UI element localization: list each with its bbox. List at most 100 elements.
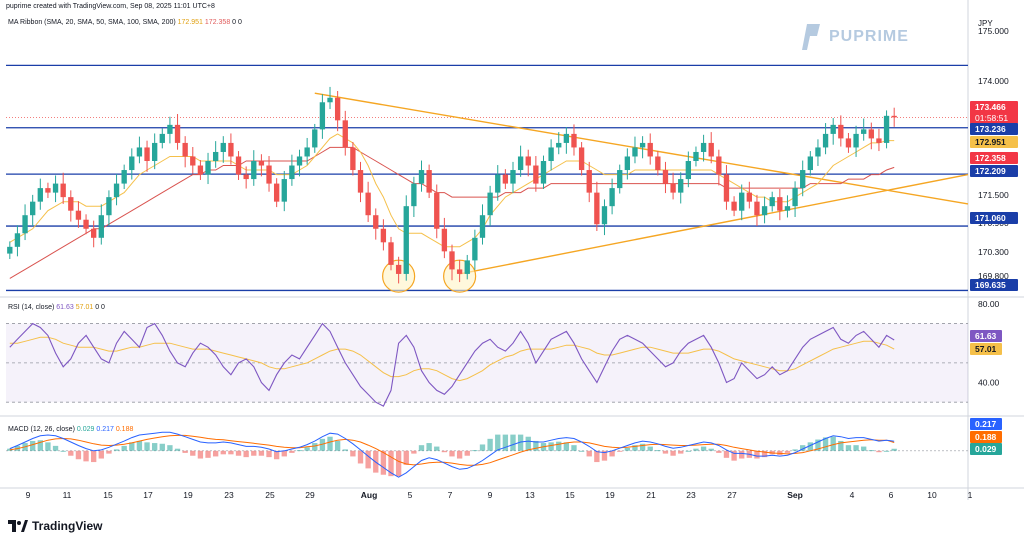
candle-body [556, 142, 562, 148]
candle-body [479, 215, 486, 238]
candle-body [693, 151, 699, 161]
candle-body [807, 156, 813, 171]
macd-histogram-bar [151, 443, 158, 451]
tradingview-logo-icon [8, 520, 28, 532]
price-tag-bg [970, 279, 1018, 291]
macd-histogram-bar [205, 450, 211, 458]
macd-histogram-bar [723, 450, 730, 458]
x-axis-tick: 1 [968, 490, 973, 500]
x-axis-tick: 9 [26, 490, 31, 500]
rsi-legend[interactable]: RSI (14, close) 61.63 57.01 0 0 [8, 304, 105, 311]
macd-histogram-bar [639, 443, 646, 451]
ma-ribbon-label: MA Ribbon (SMA, 20, SMA, 50, SMA, 100, S… [8, 19, 176, 26]
macd-histogram-bar [533, 440, 539, 451]
ma-ribbon-value-fast: 172.951 [177, 19, 203, 26]
watermark: PUPRIME [798, 22, 909, 52]
macd-histogram-bar [327, 436, 333, 451]
candle-body [769, 197, 775, 207]
candle-body [868, 129, 874, 139]
ma-slow-line [9, 146, 895, 279]
candle-body [403, 206, 409, 274]
price-axis-tick: 170.300 [978, 247, 1009, 257]
macd-histogram-bar [98, 450, 104, 459]
candle-body [434, 192, 440, 229]
candle-body [106, 197, 112, 216]
price-tag: 172.951 [975, 137, 1006, 147]
candle-body [144, 147, 150, 161]
ma-ribbon-legend[interactable]: MA Ribbon (SMA, 20, SMA, 50, SMA, 100, S… [8, 19, 242, 26]
macd-line [9, 431, 895, 478]
candle-body [159, 133, 165, 143]
candle-body [800, 170, 806, 189]
candle-body [182, 142, 188, 157]
candle-body [342, 120, 348, 148]
macd-legend[interactable]: MACD (12, 26, close) 0.029 0.217 0.188 [8, 426, 133, 433]
price-tag: 171.060 [975, 213, 1006, 223]
x-axis-tick: 23 [224, 490, 234, 500]
macd-histogram-bar [563, 442, 570, 451]
candle-body [723, 174, 730, 202]
price-axis-tick: 169.800 [978, 271, 1009, 281]
macd-histogram-bar [479, 444, 486, 451]
candle-body [586, 170, 592, 193]
currency-label: JPY [978, 19, 993, 28]
macd-histogram-bar [556, 441, 562, 451]
candle-body [258, 161, 265, 166]
macd-tag: 0.217 [975, 419, 997, 429]
macd-histogram-bar [472, 450, 478, 452]
candle-body [784, 206, 791, 211]
macd-histogram-bar [876, 450, 882, 453]
candle-body [487, 192, 493, 216]
macd-histogram-bar [815, 439, 821, 451]
candle-body [456, 269, 463, 274]
ma-ribbon-zeros: 0 0 [232, 19, 242, 26]
rsi-zeros: 0 0 [95, 304, 105, 311]
candle-body [197, 165, 204, 175]
candle-body [777, 197, 783, 211]
x-axis-tick: 29 [305, 490, 315, 500]
candle-body [235, 156, 242, 175]
macd-histogram-bar [228, 450, 234, 455]
x-axis-tick: 25 [265, 490, 275, 500]
candle-body [190, 156, 196, 166]
x-axis-tick: 21 [646, 490, 656, 500]
candle-body [632, 147, 638, 157]
macd-histogram-bar [830, 436, 836, 451]
candle-body [563, 133, 570, 143]
macd-histogram-bar [624, 447, 631, 451]
rsi-ma-value: 57.01 [75, 304, 94, 311]
x-axis-tick: 27 [727, 490, 737, 500]
candle-body [517, 156, 524, 171]
macd-histogram-bar [434, 446, 440, 451]
x-axis-tick: Aug [361, 490, 378, 500]
macd-histogram-bar [845, 445, 852, 451]
macd-histogram-bar [517, 434, 524, 451]
tradingview-brand[interactable]: TradingView [8, 519, 102, 533]
candle-body [662, 170, 669, 184]
price-tag: 173.236 [975, 124, 1006, 134]
rsi-tag-bg [970, 343, 1002, 355]
rsi-tag: 57.01 [975, 344, 997, 354]
candle-body [685, 161, 692, 180]
x-axis-tick: 23 [686, 490, 696, 500]
rsi-axis-tick: 40.00 [978, 378, 1000, 388]
macd-histogram-bar [754, 450, 760, 459]
x-axis-tick: 15 [103, 490, 113, 500]
x-axis-tick: 6 [889, 490, 894, 500]
macd-histogram-bar [75, 450, 82, 460]
macd-histogram-bar [342, 449, 348, 451]
macd-histogram-bar [403, 450, 409, 465]
x-axis-tick: 15 [565, 490, 575, 500]
candle-body [601, 206, 608, 225]
macd-tag: 0.188 [975, 432, 997, 442]
macd-histogram-bar [167, 445, 173, 451]
macd-histogram-bar [456, 450, 463, 459]
macd-hist-value: 0.029 [76, 426, 95, 433]
rsi-panel [6, 322, 968, 407]
rsi-value: 61.63 [56, 304, 74, 311]
macd-histogram-bar [891, 448, 897, 451]
candle-body [845, 138, 852, 148]
macd-histogram-bar [571, 445, 577, 451]
candle-body [296, 156, 303, 166]
